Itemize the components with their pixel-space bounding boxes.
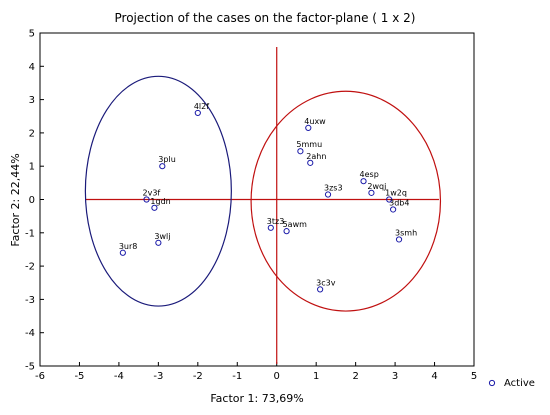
point-3c3v	[317, 286, 324, 293]
point-2wqj	[368, 189, 375, 196]
y-tick-label: 3	[29, 95, 35, 106]
point-label-3wlj: 3wlj	[154, 232, 170, 241]
point-label-3db4: 3db4	[389, 198, 409, 207]
point-3wlj	[155, 239, 162, 246]
y-tick-label: -2	[25, 262, 35, 273]
point-4l2f	[194, 109, 201, 117]
x-tick-label: -3	[153, 371, 163, 382]
x-tick-label: -2	[193, 371, 203, 382]
point-label-4esp: 4esp	[360, 170, 379, 179]
point-5mmu	[297, 148, 304, 155]
chart-title: Projection of the cases on the factor-pl…	[115, 11, 416, 25]
x-tick-label: -4	[114, 371, 124, 382]
x-tick-label: 0	[274, 371, 280, 382]
x-axis-label: Factor 1: 73,69%	[210, 392, 303, 405]
point-label-1w2q: 1w2q	[385, 189, 407, 198]
point-1gdn	[151, 204, 158, 211]
x-tick-label: 2	[352, 371, 358, 382]
y-tick-label: 0	[29, 195, 35, 206]
y-tick-label: -4	[25, 328, 35, 339]
point-5awm	[283, 228, 290, 235]
legend-label: Active	[504, 378, 535, 389]
x-tick-label: 1	[313, 371, 319, 382]
point-label-4uxw: 4uxw	[304, 117, 326, 126]
x-tick-label: -5	[74, 371, 84, 382]
point-label-3smh: 3smh	[395, 228, 417, 237]
cluster-ellipse-2	[250, 90, 442, 312]
point-3plu	[159, 163, 166, 170]
point-label-3tz3: 3tz3	[267, 217, 285, 226]
x-tick-label: -6	[35, 371, 45, 382]
origin-crosshair	[85, 47, 439, 364]
y-tick-label: 5	[29, 29, 35, 40]
cluster-ellipses	[84, 75, 442, 312]
x-tick-label: -1	[232, 371, 242, 382]
point-3zs3	[324, 191, 332, 198]
point-2v3f	[143, 196, 150, 203]
x-tick-label: 4	[431, 371, 437, 382]
x-tick-label: 3	[392, 371, 398, 382]
point-3ur8	[119, 249, 126, 256]
point-label-3plu: 3plu	[158, 155, 175, 164]
point-label-3ur8: 3ur8	[119, 242, 138, 251]
y-tick-label: 1	[29, 162, 35, 173]
point-label-2ahn: 2ahn	[306, 152, 326, 161]
point-label-3c3v: 3c3v	[316, 278, 336, 287]
point-4esp	[360, 178, 367, 185]
y-tick-label: -1	[25, 228, 35, 239]
point-4uxw	[305, 124, 312, 132]
y-tick-label: 2	[29, 128, 35, 139]
y-tick-label: 4	[29, 62, 35, 73]
legend-marker	[488, 379, 496, 387]
cluster-ellipse-1	[84, 75, 232, 307]
x-tick-label: 5	[471, 371, 477, 382]
point-2ahn	[307, 159, 314, 166]
point-3smh	[395, 236, 403, 243]
point-1w2q	[386, 196, 393, 203]
y-tick-label: -5	[25, 362, 35, 373]
point-label-2wqj: 2wqj	[367, 182, 386, 191]
point-label-5awm: 5awm	[283, 220, 308, 229]
y-axis-label: Factor 2: 22,44%	[9, 153, 22, 246]
y-tick-label: -3	[25, 295, 35, 306]
point-label-5mmu: 5mmu	[296, 140, 322, 149]
point-3tz3	[267, 224, 274, 231]
point-label-4l2f: 4l2f	[194, 102, 209, 111]
point-label-1gdn: 1gdn	[150, 197, 170, 206]
point-label-3zs3: 3zs3	[324, 184, 343, 193]
point-3db4	[390, 206, 397, 213]
point-label-2v3f: 2v3f	[143, 189, 161, 198]
legend: Active	[488, 378, 535, 389]
